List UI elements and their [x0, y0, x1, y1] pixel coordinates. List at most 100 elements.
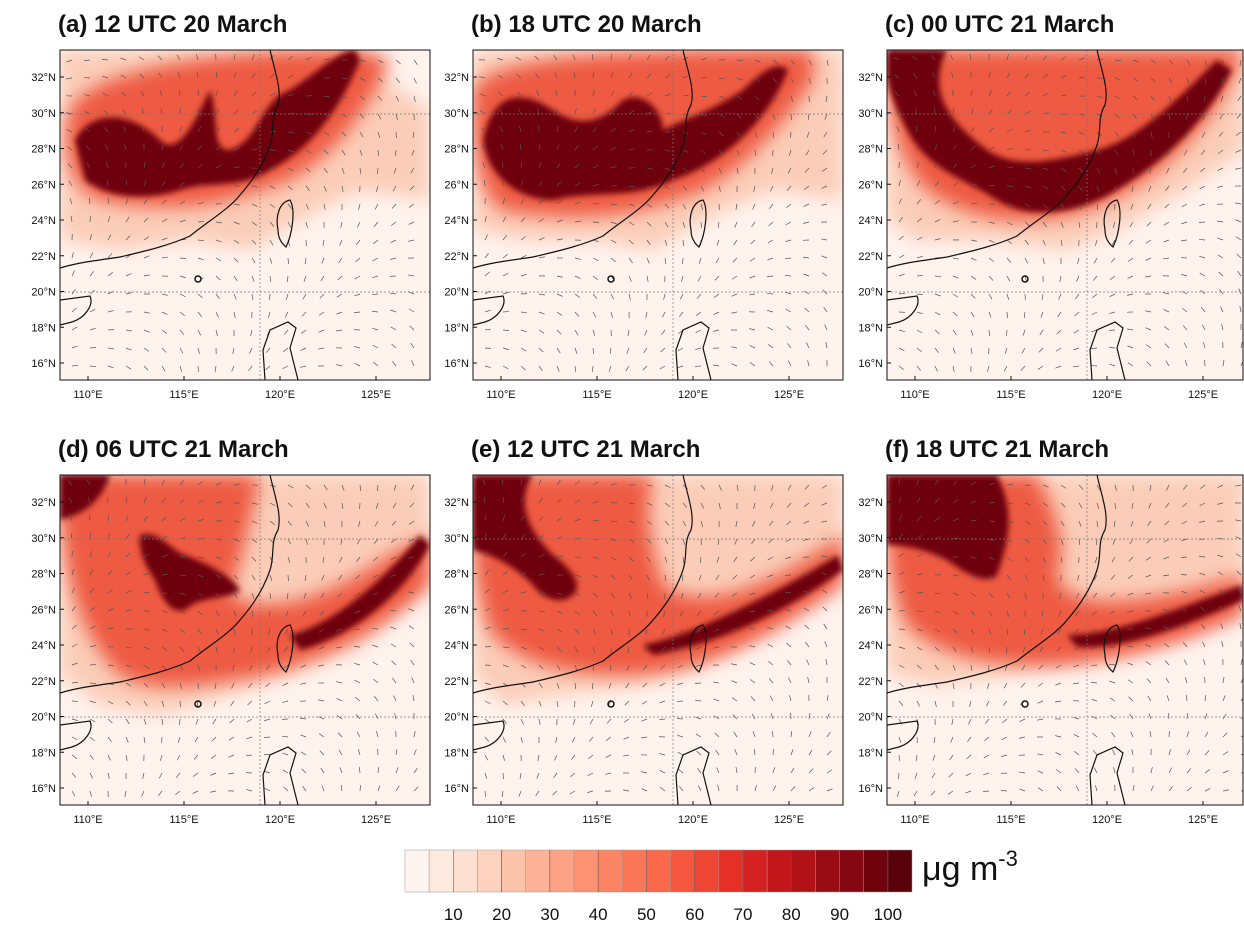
lat-label: 32°N: [444, 72, 469, 84]
lat-label: 20°N: [31, 712, 56, 724]
map-area: [473, 50, 843, 380]
panel-title: (c) 00 UTC 21 March: [885, 11, 1114, 38]
lon-label: 125°E: [361, 814, 391, 826]
lat-label: 28°N: [31, 569, 56, 581]
lat-label: 26°N: [31, 604, 56, 616]
lon-label: 115°E: [582, 389, 611, 401]
lat-label: 20°N: [858, 712, 883, 724]
colorbar-tick-label: 60: [685, 905, 704, 924]
colorbar-box: [598, 850, 622, 892]
lat-label: 28°N: [444, 144, 469, 156]
panel-title: (f) 18 UTC 21 March: [885, 436, 1109, 463]
lon-label: 125°E: [361, 389, 391, 401]
lat-label: 24°N: [31, 215, 56, 227]
lon-label: 125°E: [774, 389, 804, 401]
colorbar-tick-label: 100: [874, 905, 902, 924]
lon-label: 120°E: [265, 814, 295, 826]
map-panel: (f) 18 UTC 21 March32°N30°N28°N26°N24°N2…: [858, 436, 1244, 826]
lat-label: 28°N: [858, 144, 883, 156]
map-area: [887, 475, 1244, 805]
colorbar-box: [671, 850, 695, 892]
lat-label: 26°N: [858, 179, 883, 191]
lat-label: 30°N: [31, 108, 56, 120]
lat-label: 18°N: [31, 322, 56, 334]
colorbar-box: [791, 850, 815, 892]
colorbar-box: [453, 850, 477, 892]
lon-label: 120°E: [678, 389, 708, 401]
lat-label: 26°N: [31, 179, 56, 191]
colorbar-box: [622, 850, 646, 892]
lat-label: 26°N: [444, 179, 469, 191]
lon-label: 125°E: [774, 814, 804, 826]
lon-label: 115°E: [996, 389, 1025, 401]
colorbar-box: [767, 850, 791, 892]
colorbar-box: [864, 850, 888, 892]
lat-label: 32°N: [31, 72, 56, 84]
colorbar-tick-label: 30: [540, 905, 559, 924]
colorbar-tick-label: 90: [830, 905, 849, 924]
colorbar-box: [477, 850, 501, 892]
lat-label: 30°N: [858, 533, 883, 545]
lon-label: 115°E: [169, 389, 198, 401]
lat-label: 32°N: [858, 72, 883, 84]
lat-label: 24°N: [858, 215, 883, 227]
lat-label: 30°N: [444, 108, 469, 120]
lat-label: 18°N: [31, 747, 56, 759]
colorbar-box: [888, 850, 912, 892]
lat-label: 22°N: [31, 676, 56, 688]
colorbar-tick-label: 20: [492, 905, 511, 924]
lat-label: 16°N: [31, 783, 56, 795]
lon-label: 110°E: [900, 814, 929, 826]
lat-label: 22°N: [444, 251, 469, 263]
lat-label: 20°N: [31, 287, 56, 299]
unit: μg m: [922, 850, 998, 888]
colorbar-box: [695, 850, 719, 892]
colorbar-tick-label: 40: [589, 905, 608, 924]
lat-label: 30°N: [444, 533, 469, 545]
lat-label: 18°N: [858, 747, 883, 759]
lon-label: 120°E: [678, 814, 708, 826]
map-area: [473, 475, 843, 805]
map-panel: (c) 00 UTC 21 March32°N30°N28°N26°N24°N2…: [858, 11, 1244, 401]
lon-label: 110°E: [73, 814, 102, 826]
panel-title: (e) 12 UTC 21 March: [471, 436, 700, 463]
colorbar-tick-label: 70: [734, 905, 753, 924]
colorbar-tick-label: 80: [782, 905, 801, 924]
lat-label: 28°N: [31, 144, 56, 156]
map-area: [887, 50, 1244, 380]
lon-label: 110°E: [900, 389, 929, 401]
lat-label: 16°N: [858, 358, 883, 370]
panel-title: (b) 18 UTC 20 March: [471, 11, 702, 38]
colorbar-box: [719, 850, 743, 892]
lat-label: 32°N: [31, 497, 56, 509]
colorbar-box: [550, 850, 574, 892]
lat-label: 28°N: [858, 569, 883, 581]
lon-label: 120°E: [1092, 389, 1122, 401]
lat-label: 28°N: [444, 569, 469, 581]
colorbar-tick-label: 10: [444, 905, 463, 924]
panel-title: (d) 06 UTC 21 March: [58, 436, 289, 463]
lat-label: 22°N: [858, 251, 883, 263]
lat-label: 16°N: [444, 783, 469, 795]
lat-label: 32°N: [444, 497, 469, 509]
lat-label: 26°N: [858, 604, 883, 616]
colorbar-box: [405, 850, 429, 892]
map-area: [60, 475, 430, 805]
colorbar-unit: μg m-3: [922, 846, 1018, 888]
lon-label: 110°E: [486, 389, 515, 401]
lat-label: 32°N: [858, 497, 883, 509]
map-panel: (a) 12 UTC 20 March32°N30°N28°N26°N24°N2…: [31, 11, 430, 401]
lat-label: 20°N: [444, 712, 469, 724]
lat-label: 18°N: [444, 322, 469, 334]
lat-label: 30°N: [31, 533, 56, 545]
lon-label: 115°E: [169, 814, 198, 826]
map-panel: (b) 18 UTC 20 March32°N30°N28°N26°N24°N2…: [444, 11, 843, 401]
colorbar-box: [743, 850, 767, 892]
map-area: [60, 50, 430, 380]
map-panel: (d) 06 UTC 21 March32°N30°N28°N26°N24°N2…: [31, 436, 430, 826]
lon-label: 120°E: [265, 389, 295, 401]
colorbar-box: [502, 850, 526, 892]
lon-label: 115°E: [996, 814, 1025, 826]
